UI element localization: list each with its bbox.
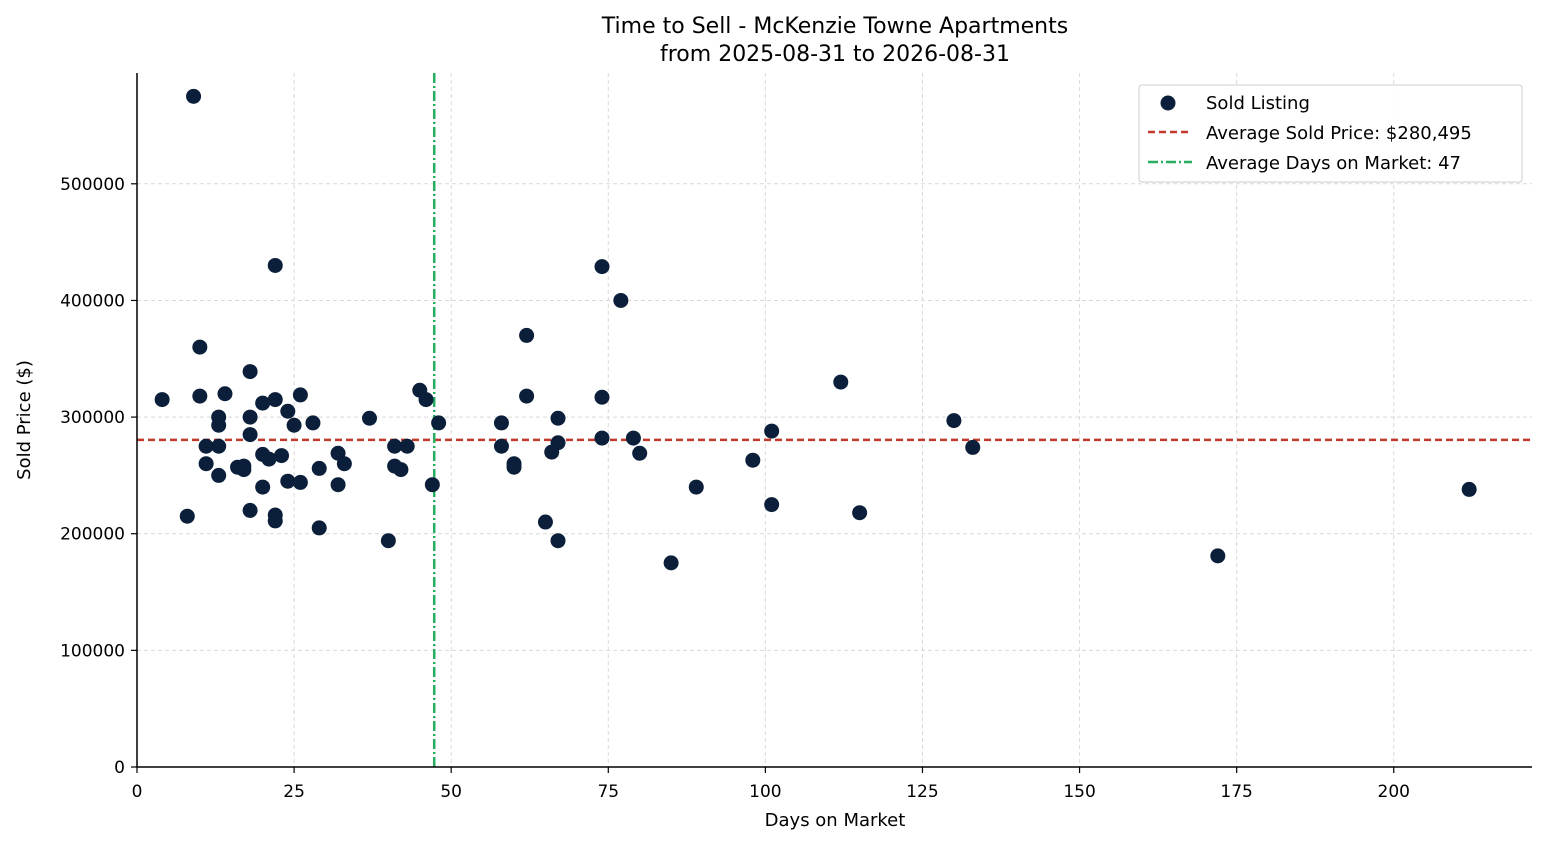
data-point [632, 445, 648, 461]
chart-title-line1: Time to Sell - McKenzie Towne Apartments [601, 14, 1068, 39]
legend-label-avg-days: Average Days on Market: 47 [1206, 153, 1461, 174]
legend-label-sold: Sold Listing [1206, 93, 1310, 114]
data-point [625, 430, 641, 446]
data-point [267, 513, 283, 529]
data-point [198, 438, 214, 454]
data-point [380, 533, 396, 549]
data-point [192, 388, 208, 404]
data-points [154, 88, 1477, 571]
data-point [594, 430, 610, 446]
data-point [852, 505, 868, 521]
data-point [292, 474, 308, 490]
y-tick-label: 500000 [60, 175, 125, 195]
data-point [550, 533, 566, 549]
data-point [550, 410, 566, 426]
y-axis-label: Sold Price ($) [14, 360, 35, 480]
data-point [1210, 548, 1226, 564]
data-point [280, 473, 296, 489]
legend-box [1138, 84, 1523, 183]
y-tick-label: 200000 [60, 525, 125, 545]
x-tick-label: 25 [283, 782, 305, 802]
data-point [311, 520, 327, 536]
data-point [613, 292, 629, 308]
data-point [280, 403, 296, 419]
data-point [663, 555, 679, 571]
data-point [255, 395, 271, 411]
ticks: 0 25 50 75 100 125 150 175 200 0 100000 200000 30000… [60, 175, 1410, 802]
x-tick-label: 125 [906, 782, 938, 802]
x-tick-label: 200 [1378, 782, 1410, 802]
data-point [198, 456, 214, 472]
data-point [387, 438, 403, 454]
data-point [286, 417, 302, 433]
data-point [393, 462, 409, 478]
data-point [399, 438, 415, 454]
data-point [493, 438, 509, 454]
data-point [550, 435, 566, 451]
data-point [418, 392, 434, 408]
axes [136, 73, 1532, 768]
data-point [186, 88, 202, 104]
data-point [242, 427, 258, 443]
data-point [236, 462, 252, 478]
x-tick-label: 150 [1063, 782, 1095, 802]
data-point [242, 409, 258, 425]
data-point [424, 477, 440, 493]
data-point [330, 477, 346, 493]
data-point [537, 514, 553, 530]
data-point [764, 497, 780, 513]
data-point [965, 439, 981, 455]
legend-marker-sold [1160, 95, 1176, 111]
x-tick-label: 0 [132, 782, 143, 802]
data-point [267, 392, 283, 408]
legend-label-avg-price: Average Sold Price: $280,495 [1206, 123, 1472, 144]
data-point [292, 387, 308, 403]
legend: Sold Listing Average Sold Price: $280,49… [1138, 84, 1523, 183]
data-point [261, 451, 277, 467]
data-point [362, 410, 377, 426]
data-point [179, 508, 195, 524]
data-point [688, 479, 704, 495]
x-axis-label: Days on Market [765, 810, 906, 831]
data-point [305, 415, 321, 431]
y-tick-label: 0 [114, 758, 125, 778]
data-point [946, 413, 962, 429]
data-point [594, 259, 610, 275]
data-point [192, 339, 208, 355]
x-tick-label: 50 [440, 782, 462, 802]
data-point [336, 456, 352, 472]
data-point [594, 389, 610, 405]
data-point [506, 459, 522, 475]
x-tick-label: 75 [597, 782, 619, 802]
data-point [431, 415, 447, 431]
data-point [255, 479, 271, 495]
data-point [1461, 481, 1477, 497]
y-tick-label: 100000 [60, 641, 125, 661]
data-point [311, 460, 327, 476]
data-point [242, 502, 258, 518]
y-tick-label: 300000 [60, 408, 125, 428]
data-point [519, 327, 535, 343]
data-point [267, 257, 283, 273]
data-point [764, 423, 780, 439]
chart-title-line2: from 2025-08-31 to 2026-08-31 [660, 42, 1010, 67]
data-point [211, 438, 227, 454]
data-point [211, 467, 227, 483]
y-tick-label: 400000 [60, 291, 125, 311]
data-point [833, 374, 849, 390]
x-tick-label: 175 [1220, 782, 1252, 802]
data-point [274, 448, 290, 464]
data-point [217, 386, 233, 402]
data-point [154, 392, 170, 408]
data-point [745, 452, 761, 468]
data-point [211, 417, 227, 433]
grid-lines [137, 73, 1532, 767]
data-point [519, 388, 535, 404]
data-point [242, 364, 258, 380]
x-tick-label: 100 [749, 782, 781, 802]
data-point [493, 415, 509, 431]
